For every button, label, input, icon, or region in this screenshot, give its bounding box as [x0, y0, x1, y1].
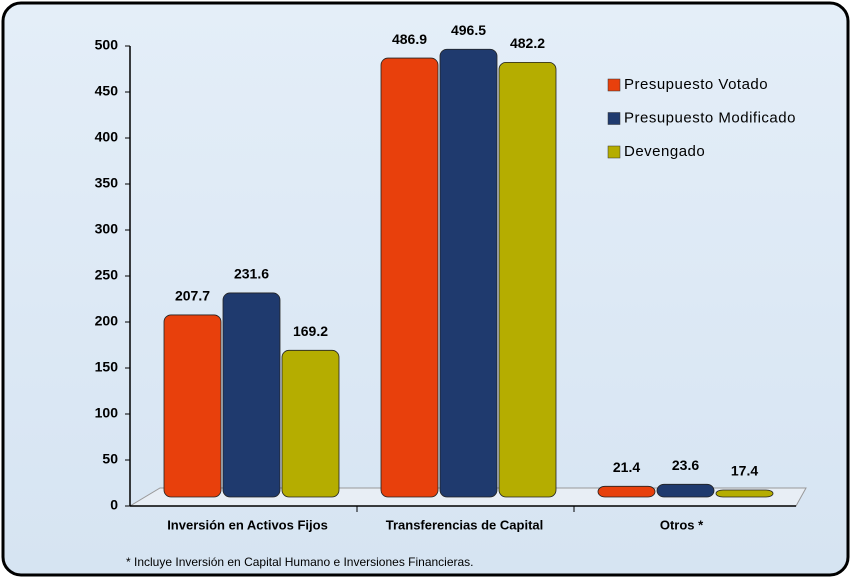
y-tick-label: 300 — [95, 221, 119, 237]
bar — [715, 489, 774, 498]
bar — [281, 349, 340, 498]
value-label: 231.6 — [234, 266, 269, 282]
x-tick-label: Inversión en Activos Fijos — [167, 517, 328, 532]
legend-swatch — [607, 112, 621, 125]
x-tick-label: Otros * — [660, 517, 704, 532]
bar — [222, 292, 281, 498]
value-label: 21.4 — [613, 459, 640, 475]
y-tick-label: 200 — [95, 313, 119, 329]
y-tick-label: 400 — [95, 129, 119, 145]
y-tick-label: 350 — [95, 175, 119, 191]
value-label: 207.7 — [175, 288, 210, 304]
legend-label: Presupuesto Modificado — [624, 109, 796, 126]
legend-swatch — [607, 78, 621, 92]
y-tick-label: 150 — [95, 359, 119, 375]
bar — [498, 61, 557, 498]
bar — [597, 485, 656, 498]
x-tick-label: Transferencias de Capital — [386, 517, 544, 532]
bar — [656, 483, 715, 498]
y-tick-label: 450 — [95, 83, 119, 99]
bar — [439, 48, 498, 498]
value-label: 17.4 — [731, 463, 758, 479]
y-tick-label: 500 — [95, 37, 119, 53]
legend-label: Presupuesto Votado — [624, 76, 768, 93]
legend-label: Devengado — [624, 143, 705, 160]
y-tick-label: 50 — [102, 451, 118, 467]
bar — [163, 314, 222, 498]
y-tick-label: 250 — [95, 267, 119, 283]
value-label: 23.6 — [672, 457, 699, 473]
y-tick-label: 0 — [110, 497, 118, 513]
footnote: * Incluye Inversión en Capital Humano e … — [126, 555, 474, 569]
value-label: 496.5 — [451, 22, 486, 38]
value-label: 169.2 — [293, 323, 328, 339]
y-tick-label: 100 — [95, 405, 119, 421]
bar — [380, 57, 439, 498]
value-label: 486.9 — [392, 31, 427, 47]
legend-swatch — [607, 145, 621, 159]
value-label: 482.2 — [510, 35, 545, 51]
